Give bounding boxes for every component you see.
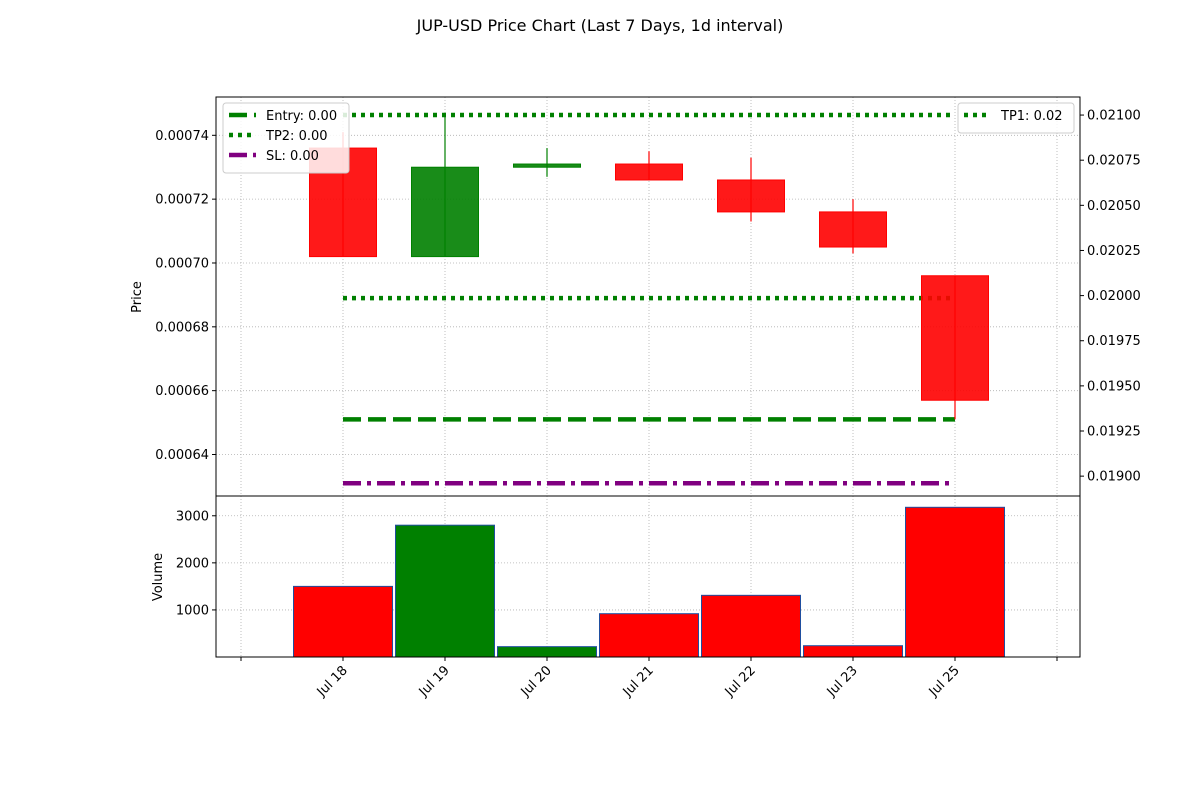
legend-label: TP1: 0.02 (1000, 109, 1063, 124)
price-right-tick-label: 0.01900 (1087, 470, 1141, 485)
volume-panel: 1000 2000 3000 Volume (151, 495, 1081, 658)
legend-label: Entry: 0.00 (266, 109, 337, 124)
price-left-tick-label: 0.00066 (155, 384, 209, 399)
price-right-tick-label: 0.02075 (1087, 154, 1141, 169)
price-right-tick-label: 0.02000 (1087, 289, 1141, 304)
price-right-tick-label: 0.01925 (1087, 425, 1141, 440)
volume-panel-border (215, 495, 1081, 658)
x-tick-label: Jul 21 (620, 663, 657, 700)
price-left-tick-label: 0.00068 (155, 320, 209, 335)
volume-tick-label: 2000 (176, 556, 209, 571)
x-tick-label: Jul 18 (314, 663, 351, 700)
price-right-tick-label: 0.02050 (1087, 199, 1141, 214)
volume-tick-label: 1000 (176, 603, 209, 618)
price-left-axis: 0.00064 0.00066 0.00068 0.00070 0.00072 0.000… (155, 129, 216, 463)
legend-label: TP2: 0.00 (265, 129, 328, 144)
price-left-tick-label: 0.00074 (155, 129, 209, 144)
volume-bar (497, 646, 597, 658)
candle-body (717, 179, 785, 213)
x-tick-label: Jul 19 (416, 663, 453, 700)
x-tick-label: Jul 20 (518, 663, 555, 700)
chart-title: JUP-USD Price Chart (Last 7 Days, 1d int… (416, 16, 784, 35)
price-left-tick-label: 0.00072 (155, 193, 209, 208)
price-right-tick-label: 0.02100 (1087, 109, 1141, 124)
volume-axis: 1000 2000 3000 (176, 509, 216, 618)
candle-body (819, 211, 887, 248)
legend-right: TP1: 0.02 (957, 102, 1075, 134)
price-left-tick-label: 0.00064 (155, 448, 209, 463)
x-tick-label: Jul 22 (722, 663, 759, 700)
volume-bar (293, 585, 393, 658)
x-axis: Jul 18 Jul 19 Jul 20 Jul 21 Jul 22 Jul 23 Jul … (240, 657, 1058, 700)
candle-body (411, 166, 479, 258)
price-right-tick-label: 0.02025 (1087, 244, 1141, 259)
volume-axis-label: Volume (151, 553, 166, 601)
volume-bar (905, 506, 1005, 658)
price-right-axis: 0.01900 0.01925 0.01950 0.01975 0.02000 0.020… (1080, 109, 1141, 485)
legend-left: Entry: 0.00 TP2: 0.00 SL: 0.00 (222, 102, 350, 174)
legend-label: SL: 0.00 (266, 149, 319, 164)
volume-bar (395, 524, 495, 658)
x-tick-label: Jul 25 (926, 663, 963, 700)
x-tick-label: Jul 23 (824, 663, 861, 700)
candle-body (513, 163, 581, 168)
volume-bars (293, 506, 1005, 658)
volume-bar (803, 645, 903, 658)
price-axis-label: Price (130, 281, 145, 313)
price-left-tick-label: 0.00070 (155, 256, 209, 271)
volume-tick-label: 3000 (176, 509, 209, 524)
volume-bar (599, 613, 699, 658)
candle-body (921, 275, 989, 401)
price-right-tick-label: 0.01950 (1087, 379, 1141, 394)
volume-bar (701, 594, 801, 658)
legend-box (957, 102, 1075, 134)
price-panel: 0.00064 0.00066 0.00068 0.00070 0.00072 0.000… (130, 96, 1141, 497)
price-right-tick-label: 0.01975 (1087, 334, 1141, 349)
level-lines (343, 112, 955, 486)
candle-body (615, 163, 683, 181)
